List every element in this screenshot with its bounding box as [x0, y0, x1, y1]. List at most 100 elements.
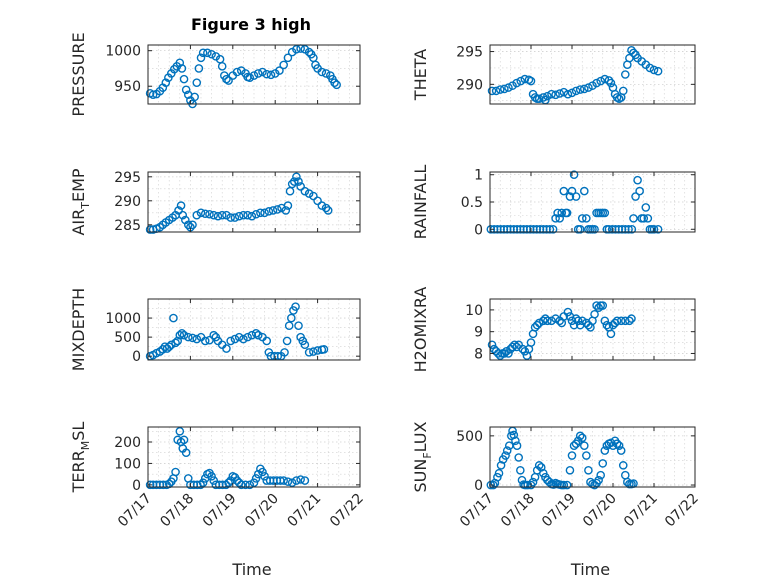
panel-0-point-49	[304, 47, 314, 57]
panel-5-point-44	[592, 301, 601, 310]
panel-1-point-36	[612, 93, 622, 102]
panel-4-ytick-label-0: 0	[132, 349, 141, 365]
panel-5-point-14	[518, 344, 528, 354]
panel-6-point-21	[198, 478, 208, 488]
panel-4-point-10	[171, 338, 180, 348]
panel-0-point-40	[266, 70, 276, 80]
panel-3-point-34	[580, 186, 589, 196]
panel-0-ytick-label-1: 1000	[105, 44, 141, 60]
panel-2-point-10	[176, 201, 186, 210]
panel-3-ylabel: RAINFALL	[411, 165, 430, 240]
panel-5-point-48	[600, 316, 610, 326]
panel-0-point-20	[196, 53, 206, 63]
panel-1-point-23	[567, 88, 577, 98]
panel-5-point-47	[598, 301, 608, 310]
panel-6-ytick-label-0: 0	[132, 478, 141, 494]
panel-5-point-36	[573, 316, 583, 326]
panel-6-point-0	[145, 480, 155, 490]
panel-7-point-19	[520, 480, 530, 490]
panel-7-point-44	[575, 431, 585, 441]
panel-7-point-15	[514, 453, 524, 462]
panel-5-point-31	[563, 307, 573, 317]
panel-1-point-30	[596, 76, 606, 86]
panel-0-point-44	[283, 53, 293, 63]
panel-2-point-0	[145, 225, 155, 234]
panel-2-point-48	[313, 196, 322, 206]
panel-0-ylabel: PRESSURE	[69, 32, 88, 116]
panel-3-point-52	[624, 224, 633, 234]
panel-5-point-23	[539, 316, 548, 326]
panel-7-ylabel: SUNFLUX	[411, 421, 434, 492]
panel-1-point-24	[571, 86, 581, 96]
panel-3-point-18	[545, 224, 555, 234]
panel-1-point-20	[555, 89, 565, 98]
panel-7-point-56	[600, 446, 610, 455]
panel-0-point-10	[175, 58, 185, 68]
panel-4-point-27	[230, 334, 240, 344]
panel-6-point-44	[258, 467, 267, 477]
panel-3-point-26	[562, 208, 572, 218]
panel-4-ytick-label-1: 500	[114, 330, 141, 346]
panel-1-point-40	[621, 70, 630, 79]
panel-5-point-51	[606, 329, 616, 339]
panel-5-point-4	[495, 351, 505, 360]
panel-4-point-51	[304, 348, 314, 357]
panel-7-point-38	[562, 480, 572, 490]
panel-6-point-55	[296, 475, 305, 484]
panel-2-point-17	[196, 208, 206, 218]
panel-1-point-33	[606, 78, 616, 88]
panel-6-point-51	[279, 476, 288, 485]
panel-0-point-48	[300, 44, 310, 54]
panel-0-point-41	[270, 69, 280, 78]
panel-6-point-53	[287, 478, 297, 488]
panel-0-point-18	[192, 78, 202, 87]
panel-0-point-36	[249, 71, 259, 80]
panel-4-point-47	[294, 321, 303, 330]
panel-7-point-65	[618, 461, 628, 470]
panel-3-ytick-label-2: 1	[474, 168, 483, 184]
panel-7-point-67	[623, 477, 632, 487]
panel-2-point-38	[283, 201, 293, 210]
panel-7-xlabel: Time	[570, 560, 610, 579]
panel-7-point-8	[502, 446, 512, 455]
panel-4-point-28	[234, 332, 244, 342]
panel-5-point-26	[547, 316, 556, 326]
panel-2-point-21	[213, 211, 223, 221]
panel-2-point-26	[234, 211, 244, 221]
panel-7-xtick-label-0: 07/17	[457, 491, 497, 531]
panel-0-point-45	[287, 47, 297, 57]
panel-1-point-3	[500, 84, 509, 94]
panel-4-point-9	[169, 313, 178, 323]
panel-5-point-38	[577, 316, 587, 326]
panel-0-point-29	[224, 76, 233, 85]
panel-7-point-54	[596, 470, 606, 480]
panel-6-point-37	[236, 480, 246, 490]
panel-5-point-55	[616, 316, 626, 326]
panel-1-point-22	[563, 89, 573, 99]
panel-3-point-57	[635, 186, 644, 196]
panel-7-point-55	[598, 459, 608, 468]
panel-2-point-24	[226, 213, 235, 222]
panel-2-point-31	[256, 208, 265, 218]
panel-0-point-1	[148, 90, 158, 100]
panel-0-point-28	[222, 74, 231, 84]
panel-4-point-8	[167, 340, 176, 350]
panel-0-point-43	[279, 60, 288, 70]
panel-3-point-30	[571, 192, 581, 201]
panel-3-point-22	[555, 214, 565, 223]
panel-0-point-55	[321, 69, 331, 78]
panel-1-ytick-label-1: 295	[456, 45, 483, 61]
panel-4-point-13	[177, 329, 187, 338]
panel-5-point-45	[594, 303, 603, 313]
panel-7-point-60	[608, 441, 618, 450]
panel-5-point-7	[502, 346, 511, 356]
panel-7-point-62	[612, 439, 622, 449]
panel-0-point-21	[198, 48, 208, 58]
panel-5-point-18	[526, 338, 536, 347]
panel-5-ytick-label-1: 9	[474, 325, 483, 341]
panel-5-point-54	[612, 316, 622, 326]
panel-4-point-42	[282, 336, 292, 346]
panel-6-xtick-label-0: 07/17	[115, 491, 155, 531]
panel-6-axes-box	[147, 426, 361, 488]
panel-4-point-29	[239, 334, 248, 344]
